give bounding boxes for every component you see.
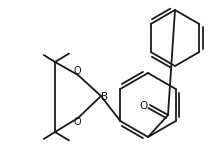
Text: B: B [101, 92, 109, 102]
Text: O: O [73, 66, 81, 76]
Text: O: O [73, 117, 81, 127]
Text: O: O [140, 101, 148, 111]
